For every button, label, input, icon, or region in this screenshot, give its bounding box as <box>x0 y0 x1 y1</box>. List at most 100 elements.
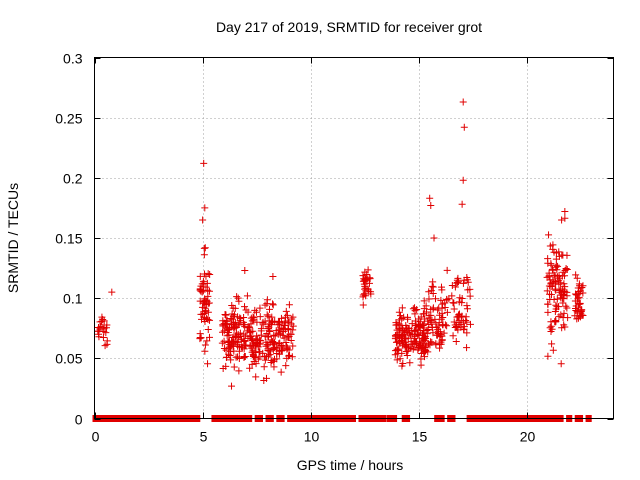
data-point <box>206 316 214 324</box>
y-tick-label: 0.3 <box>63 51 83 67</box>
data-point <box>466 292 474 300</box>
data-point <box>222 311 230 319</box>
data-point <box>437 283 445 291</box>
data-point <box>259 321 267 329</box>
data-point <box>417 361 425 369</box>
y-tick-label: 0.15 <box>55 231 82 247</box>
data-point <box>253 340 261 348</box>
data-point <box>408 320 416 328</box>
data-point <box>448 292 456 300</box>
data-point <box>393 331 401 339</box>
data-point <box>218 339 226 347</box>
y-tick-label: 0 <box>75 412 83 428</box>
data-point <box>551 278 559 286</box>
data-point <box>417 355 425 363</box>
data-point <box>264 352 272 360</box>
data-point <box>236 317 244 325</box>
data-point <box>233 293 241 301</box>
data-point <box>546 324 554 332</box>
data-point <box>403 351 411 359</box>
data-point <box>289 313 297 321</box>
data-point <box>95 323 103 331</box>
data-point <box>222 346 230 354</box>
data-point <box>200 313 208 321</box>
data-point <box>561 214 569 222</box>
data-point <box>459 98 467 106</box>
data-point <box>430 234 438 242</box>
data-point <box>256 313 264 321</box>
data-point <box>573 315 581 323</box>
data-point <box>578 284 586 292</box>
plot-frame <box>94 57 614 419</box>
data-point <box>95 330 103 338</box>
data-point <box>201 341 209 349</box>
data-point <box>558 285 566 293</box>
data-point <box>458 295 466 303</box>
data-point <box>555 277 563 285</box>
data-point <box>278 346 286 354</box>
data-point <box>560 291 568 299</box>
data-point <box>269 301 277 309</box>
data-point <box>451 324 459 332</box>
data-point <box>544 300 552 308</box>
data-point <box>548 340 556 348</box>
data-point <box>269 345 277 353</box>
data-point <box>443 322 451 330</box>
y-tick-label: 0.25 <box>55 111 82 127</box>
data-point <box>282 339 290 347</box>
data-point <box>552 261 560 269</box>
data-point <box>544 259 552 267</box>
data-point <box>101 342 109 350</box>
data-point <box>198 280 206 288</box>
data-point <box>409 305 417 313</box>
data-point <box>425 288 433 296</box>
data-point <box>428 324 436 332</box>
data-point <box>221 311 229 319</box>
data-point <box>228 315 236 323</box>
data-point <box>452 322 460 330</box>
data-point <box>404 346 412 354</box>
data-point <box>414 346 422 354</box>
data-point <box>230 363 238 371</box>
data-point <box>241 303 249 311</box>
data-point <box>573 274 581 282</box>
data-point <box>393 346 401 354</box>
data-point <box>423 330 431 338</box>
data-point <box>362 292 370 300</box>
data-point <box>424 317 432 325</box>
data-point <box>203 337 211 345</box>
data-point <box>452 337 460 345</box>
data-point <box>436 328 444 336</box>
data-point <box>261 356 269 364</box>
data-point <box>275 347 283 355</box>
y-tick-label: 0.2 <box>63 171 83 187</box>
data-point <box>284 333 292 341</box>
data-point <box>199 216 207 224</box>
data-point <box>365 287 373 295</box>
data-point <box>411 304 419 312</box>
x-tick-label: 20 <box>520 429 536 445</box>
data-point <box>551 318 559 326</box>
data-point <box>245 323 253 331</box>
data-point <box>197 334 205 342</box>
data-point <box>242 306 250 314</box>
data-point <box>270 339 278 347</box>
data-point <box>415 332 423 340</box>
data-point <box>545 273 553 281</box>
data-point <box>283 344 291 352</box>
points-layer <box>92 98 592 422</box>
data-point <box>425 314 433 322</box>
data-point <box>429 283 437 291</box>
data-point <box>421 344 429 352</box>
data-point <box>412 338 420 346</box>
data-point <box>238 335 246 343</box>
data-point <box>571 290 579 298</box>
data-point <box>270 331 278 339</box>
data-point <box>254 355 262 363</box>
data-point <box>253 332 261 340</box>
data-point <box>463 302 471 310</box>
data-point <box>404 315 412 323</box>
data-point <box>557 360 565 368</box>
data-point <box>261 332 269 340</box>
